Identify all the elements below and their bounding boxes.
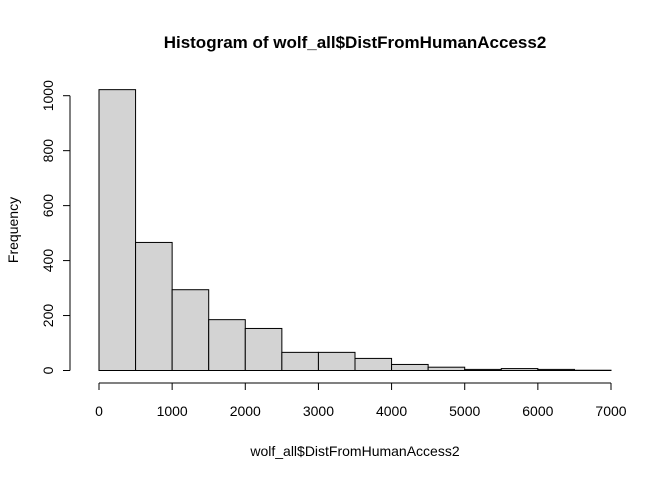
x-tick-label-1: 1000 (157, 403, 188, 419)
chart-title: Histogram of wolf_all$DistFromHumanAcces… (164, 33, 547, 52)
y-tick-label-1: 200 (40, 304, 56, 328)
y-tick-label-0: 0 (40, 366, 56, 374)
x-tick-label-4: 4000 (376, 403, 407, 419)
histogram-bar-12 (537, 368, 575, 371)
histogram-bars (98, 89, 612, 372)
histogram-bar-2 (171, 289, 210, 371)
y-tick-label-2: 400 (40, 249, 56, 273)
x-axis: 0 1000 2000 3000 4000 5000 6000 7000 (95, 382, 627, 419)
x-tick-label-2: 2000 (230, 403, 261, 419)
histogram-bar-1 (135, 241, 173, 371)
x-axis-label: wolf_all$DistFromHumanAccess2 (249, 443, 460, 459)
histogram-bar-4 (244, 327, 283, 371)
histogram-bar-11 (500, 368, 539, 371)
x-tick-label-7: 7000 (595, 403, 626, 419)
x-tick-label-3: 3000 (303, 403, 334, 419)
histogram-bar-9 (427, 366, 466, 372)
x-tick-label-5: 5000 (449, 403, 480, 419)
y-axis-label: Frequency (5, 197, 21, 263)
y-tick-label-3: 600 (40, 194, 56, 218)
histogram-bar-7 (354, 357, 393, 372)
histogram-bar-8 (391, 363, 429, 372)
y-axis: 0 200 400 600 800 1000 (40, 80, 71, 374)
histogram-bar-5 (281, 351, 319, 371)
y-tick-label-4: 800 (40, 139, 56, 163)
x-tick-label-0: 0 (95, 403, 103, 419)
histogram-bar-3 (208, 319, 246, 372)
histogram-bar-6 (317, 351, 356, 371)
y-tick-label-5: 1000 (40, 80, 56, 111)
x-tick-label-6: 6000 (522, 403, 553, 419)
histogram-bar-0 (98, 89, 137, 372)
histogram-bar-10 (464, 368, 502, 371)
